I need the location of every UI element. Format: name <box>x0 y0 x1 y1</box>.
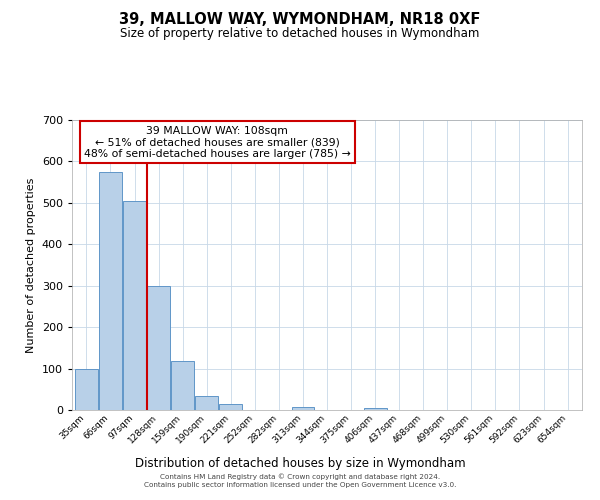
Text: Contains HM Land Registry data © Crown copyright and database right 2024.
Contai: Contains HM Land Registry data © Crown c… <box>144 474 456 488</box>
Bar <box>99 172 122 410</box>
Bar <box>75 368 98 410</box>
Text: Size of property relative to detached houses in Wymondham: Size of property relative to detached ho… <box>121 28 479 40</box>
Text: 39 MALLOW WAY: 108sqm
← 51% of detached houses are smaller (839)
48% of semi-det: 39 MALLOW WAY: 108sqm ← 51% of detached … <box>84 126 351 159</box>
Bar <box>171 361 194 410</box>
Bar <box>147 286 170 410</box>
Bar <box>123 201 146 410</box>
Bar <box>292 407 314 410</box>
Y-axis label: Number of detached properties: Number of detached properties <box>26 178 36 352</box>
Bar <box>220 404 242 410</box>
Bar <box>195 396 218 410</box>
Bar <box>364 408 386 410</box>
Text: 39, MALLOW WAY, WYMONDHAM, NR18 0XF: 39, MALLOW WAY, WYMONDHAM, NR18 0XF <box>119 12 481 28</box>
Text: Distribution of detached houses by size in Wymondham: Distribution of detached houses by size … <box>134 458 466 470</box>
